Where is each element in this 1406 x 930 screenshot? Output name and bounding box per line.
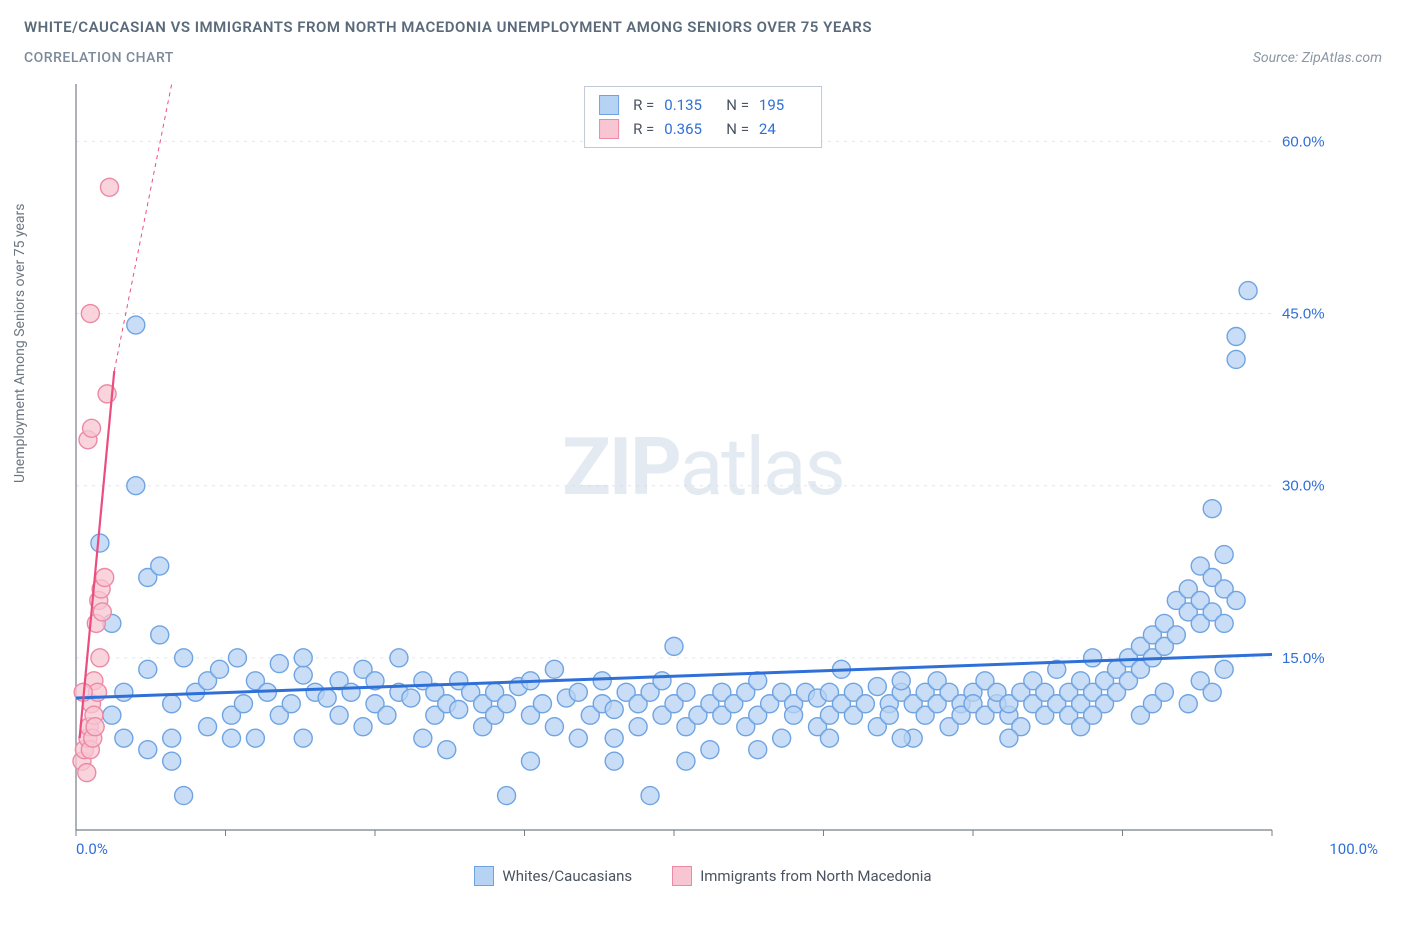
x-max-label: 100.0%	[1329, 840, 1378, 858]
header-row: WHITE/CAUCASIAN VS IMMIGRANTS FROM NORTH…	[24, 18, 1382, 66]
legend-label-b: Immigrants from North Macedonia	[700, 867, 931, 885]
chart-subtitle: CORRELATION CHART	[24, 50, 872, 66]
chart-area: Unemployment Among Seniors over 75 years…	[24, 80, 1382, 886]
r-value-b: 0.365	[664, 117, 712, 141]
svg-text:30.0%: 30.0%	[1282, 478, 1325, 495]
stats-row-series-a: R = 0.135 N = 195	[599, 93, 807, 117]
series-legend: Whites/Caucasians Immigrants from North …	[24, 866, 1382, 886]
legend-item-a: Whites/Caucasians	[474, 866, 632, 886]
n-value-a: 195	[759, 93, 807, 117]
svg-text:60.0%: 60.0%	[1282, 133, 1325, 150]
y-axis-label: Unemployment Among Seniors over 75 years	[12, 204, 28, 484]
svg-text:15.0%: 15.0%	[1282, 650, 1325, 667]
r-value-a: 0.135	[664, 93, 712, 117]
stats-row-series-b: R = 0.365 N = 24	[599, 117, 807, 141]
svg-text:45.0%: 45.0%	[1282, 306, 1325, 323]
swatch-series-b	[599, 119, 619, 139]
chart-title: WHITE/CAUCASIAN VS IMMIGRANTS FROM NORTH…	[24, 18, 872, 36]
scatter-chart: 15.0% 30.0% 45.0% 60.0%	[24, 80, 1334, 840]
stats-legend: R = 0.135 N = 195 R = 0.365 N = 24	[584, 86, 822, 148]
swatch-series-a-icon	[474, 866, 494, 886]
legend-label-a: Whites/Caucasians	[502, 867, 632, 885]
swatch-series-a	[599, 95, 619, 115]
n-value-b: 24	[759, 117, 807, 141]
x-axis-labels: 0.0% 100.0%	[76, 840, 1378, 862]
legend-item-b: Immigrants from North Macedonia	[672, 866, 931, 886]
x-min-label: 0.0%	[76, 840, 108, 858]
source-label: Source: ZipAtlas.com	[1253, 50, 1382, 66]
swatch-series-b-icon	[672, 866, 692, 886]
